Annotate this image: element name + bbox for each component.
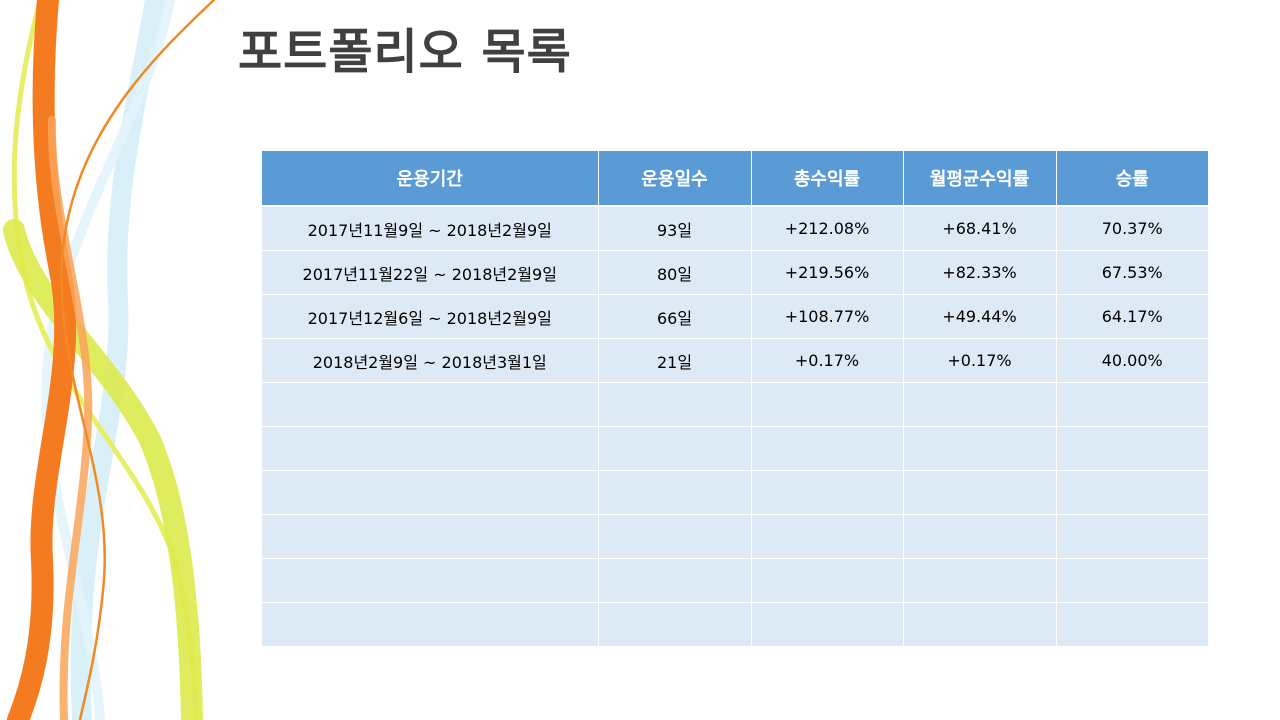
slide-title: 포트폴리오 목록 [238, 24, 572, 80]
cell-win-rate [1056, 602, 1208, 647]
header-total-return: 총수익률 [751, 151, 904, 207]
cell-monthly-return: +49.44% [903, 294, 1057, 339]
cell-win-rate [1056, 558, 1208, 603]
cell-monthly-return [903, 602, 1057, 647]
table-row: 2017년12월6일 ~ 2018년2월9일 66일 +108.77% +49.… [262, 294, 1208, 339]
cell-days: 66일 [598, 294, 752, 339]
cell-total-return: +212.08% [751, 206, 904, 251]
cell-total-return [751, 558, 904, 603]
cell-win-rate [1056, 514, 1208, 559]
cell-win-rate: 70.37% [1056, 206, 1208, 251]
cell-monthly-return [903, 558, 1057, 603]
cell-period [262, 602, 599, 647]
cell-period [262, 382, 599, 427]
decorative-ribbons [3, 0, 216, 720]
cell-monthly-return: +68.41% [903, 206, 1057, 251]
table-row: 2017년11월22일 ~ 2018년2월9일 80일 +219.56% +82… [262, 250, 1208, 295]
table-row: 2017년11월9일 ~ 2018년2월9일 93일 +212.08% +68.… [262, 206, 1208, 251]
cell-monthly-return [903, 382, 1057, 427]
cell-monthly-return [903, 514, 1057, 559]
cell-days: 80일 [598, 250, 752, 295]
ribbon-light-blue-thin [41, 0, 175, 720]
cell-period: 2017년12월6일 ~ 2018년2월9일 [262, 294, 599, 339]
cell-period [262, 470, 599, 515]
cell-period [262, 514, 599, 559]
ribbon-orange-thin [60, 0, 216, 720]
table-row: 2018년2월9일 ~ 2018년3월1일 21일 +0.17% +0.17% … [262, 338, 1208, 383]
ribbon-orange-light [47, 116, 93, 720]
cell-total-return [751, 602, 904, 647]
table-row [262, 558, 1208, 603]
cell-days: 21일 [598, 338, 752, 383]
table-header-row: 운용기간 운용일수 총수익률 월평균수익률 승률 [262, 151, 1208, 207]
cell-win-rate [1056, 470, 1208, 515]
table-row [262, 426, 1208, 471]
ribbon-lime-wide [3, 219, 203, 720]
cell-monthly-return: +82.33% [903, 250, 1057, 295]
cell-total-return [751, 426, 904, 471]
cell-days [598, 514, 752, 559]
table-row [262, 470, 1208, 515]
cell-period: 2017년11월22일 ~ 2018년2월9일 [262, 250, 599, 295]
cell-days [598, 558, 752, 603]
ribbon-orange-wide [7, 0, 77, 720]
header-days: 운용일수 [598, 151, 752, 207]
cell-days [598, 602, 752, 647]
cell-period [262, 426, 599, 471]
table-row [262, 514, 1208, 559]
table-row [262, 602, 1208, 647]
cell-win-rate: 40.00% [1056, 338, 1208, 383]
cell-monthly-return [903, 426, 1057, 471]
cell-total-return [751, 470, 904, 515]
cell-monthly-return [903, 470, 1057, 515]
portfolio-table: 운용기간 운용일수 총수익률 월평균수익률 승률 2017년11월9일 ~ 20… [262, 151, 1208, 647]
cell-win-rate: 64.17% [1056, 294, 1208, 339]
table-row [262, 382, 1208, 427]
header-period: 운용기간 [262, 151, 599, 207]
cell-total-return [751, 382, 904, 427]
cell-monthly-return: +0.17% [903, 338, 1057, 383]
cell-days [598, 470, 752, 515]
cell-days [598, 426, 752, 471]
cell-days: 93일 [598, 206, 752, 251]
header-win-rate: 승률 [1056, 151, 1208, 207]
cell-total-return: +108.77% [751, 294, 904, 339]
cell-days [598, 382, 752, 427]
cell-total-return: +219.56% [751, 250, 904, 295]
cell-win-rate [1056, 382, 1208, 427]
cell-period: 2017년11월9일 ~ 2018년2월9일 [262, 206, 599, 251]
cell-period [262, 558, 599, 603]
cell-win-rate: 67.53% [1056, 250, 1208, 295]
cell-period: 2018년2월9일 ~ 2018년3월1일 [262, 338, 599, 383]
cell-total-return: +0.17% [751, 338, 904, 383]
cell-win-rate [1056, 426, 1208, 471]
cell-total-return [751, 514, 904, 559]
header-monthly-return: 월평균수익률 [903, 151, 1057, 207]
